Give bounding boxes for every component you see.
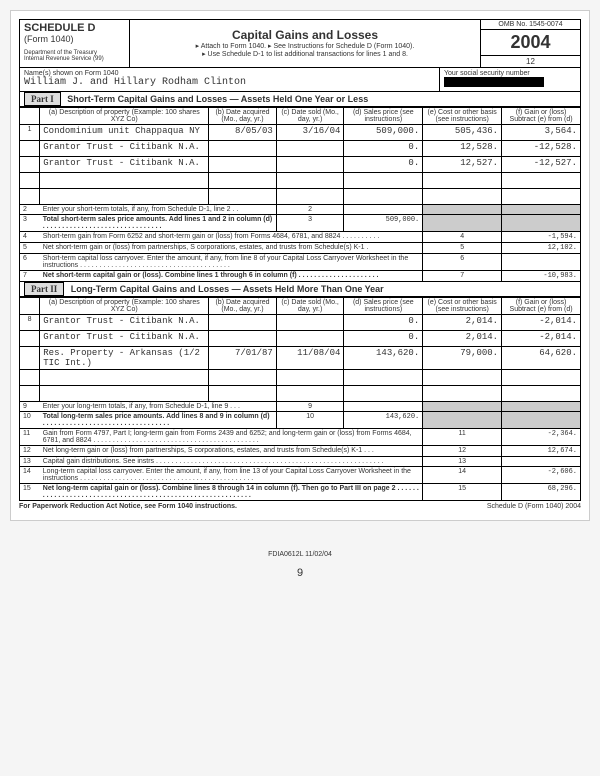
taxpayer-name: William J. and Hillary Rodham Clinton	[24, 77, 435, 88]
form-number: (Form 1040)	[24, 34, 125, 44]
line-2: 2 Enter your short-term totals, if any, …	[20, 205, 581, 215]
table-row: Grantor Trust - Citibank N.A.0.12,528.-1…	[20, 141, 581, 157]
col-d: (d) Sales price (see instructions)	[344, 108, 423, 125]
line-12: 12 Net long-term gain or (loss) from par…	[20, 446, 581, 457]
line-3: 3 Total short-term sales price amounts. …	[20, 215, 581, 232]
part2-header: Part II Long-Term Capital Gains and Loss…	[19, 282, 581, 297]
long-term-table: (a) Description of property (Example: 10…	[19, 297, 581, 501]
sequence: 12	[481, 56, 580, 67]
col-f: (f) Gain or (loss) Subtract (e) from (d)	[502, 108, 581, 125]
form-title: Capital Gains and Losses	[134, 28, 476, 42]
line-10: 10 Total long-term sales price amounts. …	[20, 412, 581, 429]
col-c: (c) Date sold (Mo., day, yr.)	[276, 108, 344, 125]
table-row: Grantor Trust - Citibank N.A.0.2,014.-2,…	[20, 331, 581, 347]
line-15: 15 Net long-term capital gain or (loss).…	[20, 484, 581, 501]
schedule-label: SCHEDULE D	[24, 22, 125, 34]
omb-number: OMB No. 1545-0074	[481, 20, 580, 30]
ssn-label: Your social security number	[444, 70, 576, 77]
line-11: 11 Gain from Form 4797, Part I; long-ter…	[20, 429, 581, 446]
col-b: (b) Date acquired (Mo., day, yr.)	[209, 108, 277, 125]
form-header: SCHEDULE D (Form 1040) Department of the…	[19, 19, 581, 68]
line-4: 4 Short-term gain from Form 6252 and sho…	[20, 232, 581, 243]
paperwork-notice: For Paperwork Reduction Act Notice, see …	[19, 503, 237, 510]
table-row: 1Condominium unit Chappaqua NY8/05/033/1…	[20, 125, 581, 141]
table-row	[20, 189, 581, 205]
page-number: 9	[10, 568, 590, 580]
header-left: SCHEDULE D (Form 1040) Department of the…	[20, 20, 130, 67]
form-id-footer: Schedule D (Form 1040) 2004	[487, 503, 581, 510]
footer: For Paperwork Reduction Act Notice, see …	[19, 501, 581, 512]
part1-label: Part I	[24, 92, 61, 106]
table-row	[20, 386, 581, 402]
col-a: (a) Description of property (Example: 10…	[40, 108, 209, 125]
ssn-section: Your social security number	[440, 68, 580, 91]
line-9: 9 Enter your long-term totals, if any, f…	[20, 402, 581, 412]
name-label: Name(s) shown on Form 1040	[24, 70, 435, 77]
col-e: (e) Cost or other basis (see instruction…	[423, 108, 502, 125]
header-right: OMB No. 1545-0074 2004 12	[480, 20, 580, 67]
table-row: Res. Property - Arkansas (1/2 TIC Int.)7…	[20, 347, 581, 370]
tax-year: 2004	[481, 30, 580, 56]
table-row	[20, 370, 581, 386]
short-term-table: (a) Description of property (Example: 10…	[19, 107, 581, 282]
line-6: 6 Short-term capital loss carryover. Ent…	[20, 254, 581, 271]
column-headers-2: (a) Description of property (Example: 10…	[20, 298, 581, 315]
line-5: 5 Net short-term gain or (loss) from par…	[20, 243, 581, 254]
part2-title: Long-Term Capital Gains and Losses — Ass…	[71, 284, 384, 294]
table-row	[20, 173, 581, 189]
schedule-d-form: SCHEDULE D (Form 1040) Department of the…	[10, 10, 590, 521]
line-7: 7 Net short-term capital gain or (loss).…	[20, 271, 581, 282]
header-center: Capital Gains and Losses ▸ Attach to For…	[130, 20, 480, 67]
part1-header: Part I Short-Term Capital Gains and Loss…	[19, 92, 581, 107]
line-13: 13 Capital gain distributions. See instr…	[20, 457, 581, 467]
subtitle-2: ▸ Use Schedule D-1 to list additional tr…	[134, 50, 476, 58]
department: Department of the Treasury Internal Reve…	[24, 50, 125, 62]
subtitle-1: ▸ Attach to Form 1040. ▸ See Instruction…	[134, 42, 476, 50]
ssn-redacted	[444, 77, 544, 87]
part2-label: Part II	[24, 282, 64, 296]
name-row: Name(s) shown on Form 1040 William J. an…	[19, 68, 581, 92]
table-row: Grantor Trust - Citibank N.A.0.12,527.-1…	[20, 157, 581, 173]
table-row: 8Grantor Trust - Citibank N.A.0.2,014.-2…	[20, 315, 581, 331]
part1-title: Short-Term Capital Gains and Losses — As…	[67, 94, 368, 104]
bottom-code: FDIA0612L 11/02/04	[10, 551, 590, 558]
column-headers: (a) Description of property (Example: 10…	[20, 108, 581, 125]
line-14: 14 Long-term capital loss carryover. Ent…	[20, 467, 581, 484]
name-section: Name(s) shown on Form 1040 William J. an…	[20, 68, 440, 91]
